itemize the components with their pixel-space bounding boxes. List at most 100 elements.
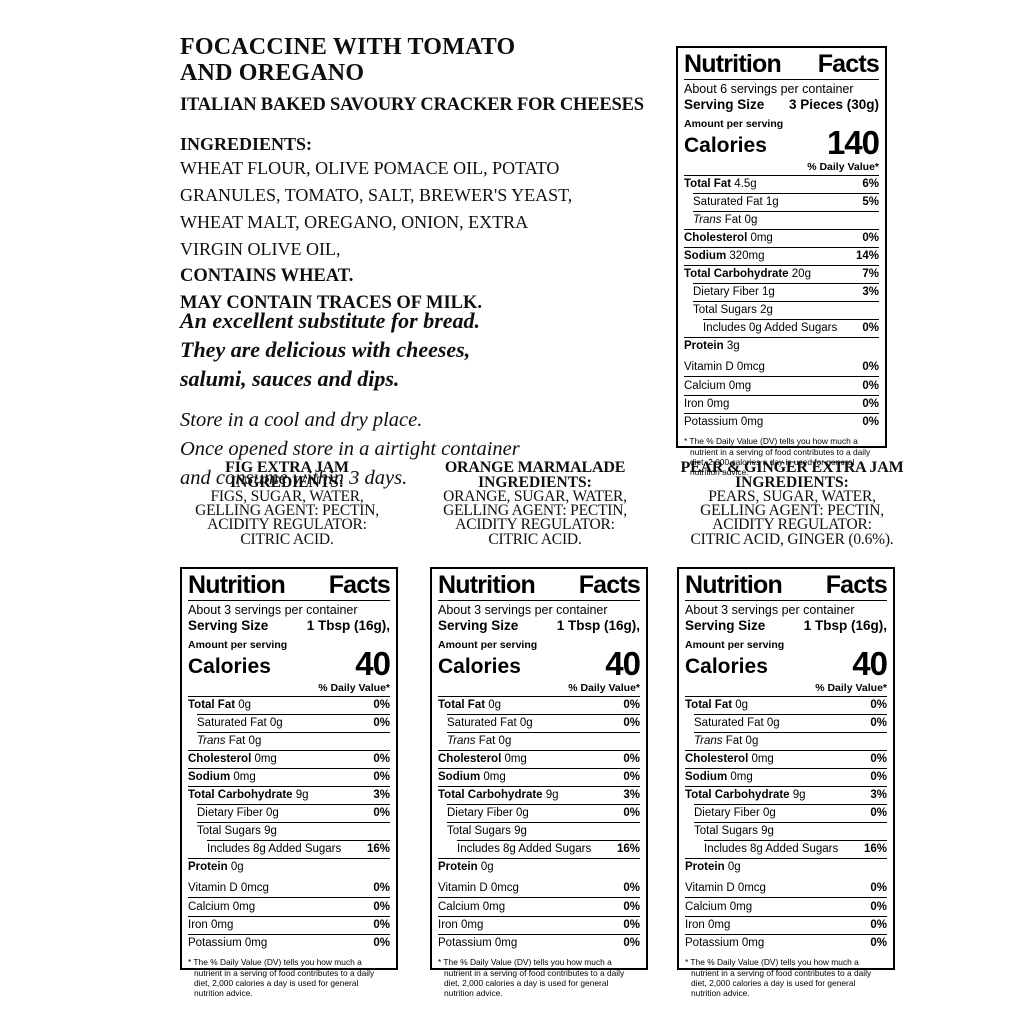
nutrient-row: Dietary Fiber 0g 0% [694, 803, 887, 822]
nutrient-daily-value: 5% [862, 196, 879, 209]
vitamin-label: Vitamin D 0mcg [188, 882, 269, 895]
nutrient-row: Saturated Fat 0g 0% [694, 713, 887, 732]
nf-vitamin-rows: Vitamin D 0mcg 0% Calcium 0mg 0% Iron 0mg 0% P… [188, 880, 390, 953]
nutrition-panel-fig-jam: Nutrition Facts About 3 servings per conta… [180, 567, 398, 998]
vitamin-label: Vitamin D 0mcg [684, 361, 765, 374]
jam-ingredients-line: ACIDITY REGULATOR: [455, 516, 615, 534]
vitamin-row: Iron 0mg 0% [685, 915, 887, 934]
nutrient-row: Includes 8g Added Sugars 16% [207, 839, 390, 858]
nutrient-name: Sodium [188, 771, 231, 784]
nutrient-row: Trans Fat 0g [693, 210, 879, 229]
nutrient-label: Includes 0g Added Sugars [703, 322, 838, 335]
marketing-line: An excellent substitute for bread. [180, 308, 481, 333]
nutrient-row: Total Fat 0g 0% [685, 695, 887, 714]
nf-calories-label: Calories [685, 655, 768, 678]
nutrient-label: Total Carbohydrate 9g [685, 789, 806, 802]
vitamin-daily-value: 0% [373, 919, 390, 932]
nutrient-name: Total Fat [684, 178, 732, 191]
vitamin-row: Iron 0mg 0% [188, 915, 390, 934]
nutrient-label: Saturated Fat 0g [694, 717, 780, 730]
nutrient-name: Sodium [438, 771, 481, 784]
nf-title-word: Facts [578, 571, 641, 599]
nf-serving-size-label: Serving Size [438, 617, 519, 633]
nutrient-row: Dietary Fiber 0g 0% [447, 803, 640, 822]
ingredients-line: WHEAT MALT, OREGANO, ONION, EXTRA [180, 212, 529, 232]
vitamin-row: Potassium 0mg 0% [438, 933, 640, 952]
nutrient-row: Trans Fat 0g [447, 731, 640, 750]
vitamin-label: Calcium 0mg [438, 900, 506, 913]
nf-title-word: Facts [825, 571, 888, 599]
nutrient-label: Dietary Fiber 1g [693, 286, 775, 299]
nutrient-daily-value: 16% [616, 843, 640, 856]
nutrient-daily-value: 0% [623, 771, 640, 784]
vitamin-label: Iron 0mg [685, 919, 731, 932]
nf-footnote: * The % Daily Value (DV) tells you how m… [188, 957, 375, 999]
nutrient-daily-value: 16% [863, 843, 887, 856]
vitamin-daily-value: 0% [862, 416, 879, 429]
jam-name: PEAR & GINGER EXTRA JAM [680, 459, 904, 476]
nf-serving-size-value: 1 Tbsp (16g), [803, 617, 887, 633]
vitamin-label: Potassium 0mg [684, 416, 764, 429]
nutrient-label: Cholesterol 0mg [188, 753, 277, 766]
vitamin-label: Iron 0mg [438, 919, 484, 932]
nf-calories-row: Calories 40 [438, 647, 641, 680]
nutrient-label: Total Sugars 2g [693, 304, 773, 317]
spacer [180, 393, 650, 406]
jam-ingredients-line: GELLING AGENT: PECTIN, [195, 502, 379, 520]
marketing-line: They are delicious with cheeses, [180, 337, 471, 362]
vitamin-daily-value: 0% [870, 919, 887, 932]
nf-daily-value-header: % Daily Value* [807, 161, 879, 174]
nutrient-row: Total Sugars 9g [447, 821, 640, 840]
vitamin-label: Calcium 0mg [684, 379, 752, 392]
nutrient-label: Trans Fat 0g [197, 735, 262, 748]
product-description-block: FOCACCINE WITH TOMATO AND OREGANO ITALIA… [180, 34, 650, 317]
nutrient-label: Total Carbohydrate 9g [438, 789, 559, 802]
vitamin-row: Iron 0mg 0% [438, 915, 640, 934]
nf-serving-size-label: Serving Size [684, 96, 765, 112]
nutrient-row: Total Carbohydrate 9g 3% [685, 785, 887, 804]
product-title-line1: FOCACCINE WITH TOMATO [180, 34, 516, 60]
nutrient-label: Protein 0g [438, 861, 494, 874]
nutrient-label: Total Carbohydrate 9g [188, 789, 309, 802]
nutrient-label: Includes 8g Added Sugars [457, 843, 592, 856]
nutrient-name: Sodium [685, 771, 728, 784]
nutrient-label: Cholesterol 0mg [685, 753, 774, 766]
nf-calories-label: Calories [684, 134, 767, 157]
nutrient-daily-value: 16% [366, 843, 390, 856]
nutrient-label: Sodium 320mg [684, 250, 765, 263]
nf-calories-value: 40 [852, 645, 888, 682]
nutrient-daily-value: 3% [862, 286, 879, 299]
nutrition-panel-pear-ginger-jam: Nutrition Facts About 3 servings per conta… [677, 567, 895, 998]
nf-amount-per-serving-label: Amount per serving [685, 638, 785, 651]
nf-vitamin-rows: Vitamin D 0mcg 0% Calcium 0mg 0% Iron 0mg 0% P… [684, 359, 879, 432]
allergen-statement: MAY CONTAIN TRACES OF MILK. [180, 293, 483, 313]
nutrient-daily-value: 0% [373, 717, 390, 730]
vitamin-daily-value: 0% [862, 379, 879, 392]
vitamin-daily-value: 0% [623, 900, 640, 913]
vitamin-daily-value: 0% [870, 900, 887, 913]
vitamin-daily-value: 0% [373, 900, 390, 913]
nf-serving-size-value: 1 Tbsp (16g), [306, 617, 390, 633]
vitamin-row: Calcium 0mg 0% [684, 376, 879, 394]
nf-amount-per-serving-label: Amount per serving [684, 117, 784, 130]
nutrient-row: Total Sugars 2g [693, 300, 879, 319]
nf-daily-value-header: % Daily Value* [815, 682, 887, 695]
nutrient-label: Includes 8g Added Sugars [704, 843, 839, 856]
nutrient-label: Saturated Fat 0g [197, 717, 283, 730]
vitamin-label: Calcium 0mg [685, 900, 753, 913]
storage-line: Once opened store in a airtight containe… [180, 438, 520, 460]
nutrient-label: Includes 8g Added Sugars [207, 843, 342, 856]
jam-name: FIG EXTRA JAM [225, 459, 349, 476]
nf-footnote: * The % Daily Value (DV) tells you how m… [685, 957, 872, 999]
nf-nutrient-rows: Total Fat 0g 0% Saturated Fat 0g 0% Trans Fa… [685, 695, 887, 876]
vitamin-row: Iron 0mg 0% [684, 394, 879, 413]
nutrient-label: Total Sugars 9g [447, 825, 527, 838]
nutrient-row: Saturated Fat 1g 5% [693, 192, 879, 211]
nutrient-daily-value: 0% [870, 753, 887, 766]
nutrient-daily-value: 3% [623, 789, 640, 802]
vitamin-label: Vitamin D 0mcg [685, 882, 766, 895]
vitamin-row: Potassium 0mg 0% [684, 412, 879, 431]
nf-daily-value-header: % Daily Value* [568, 682, 640, 695]
nutrient-label: Trans Fat 0g [447, 735, 512, 748]
nutrient-row: Saturated Fat 0g 0% [197, 713, 390, 732]
